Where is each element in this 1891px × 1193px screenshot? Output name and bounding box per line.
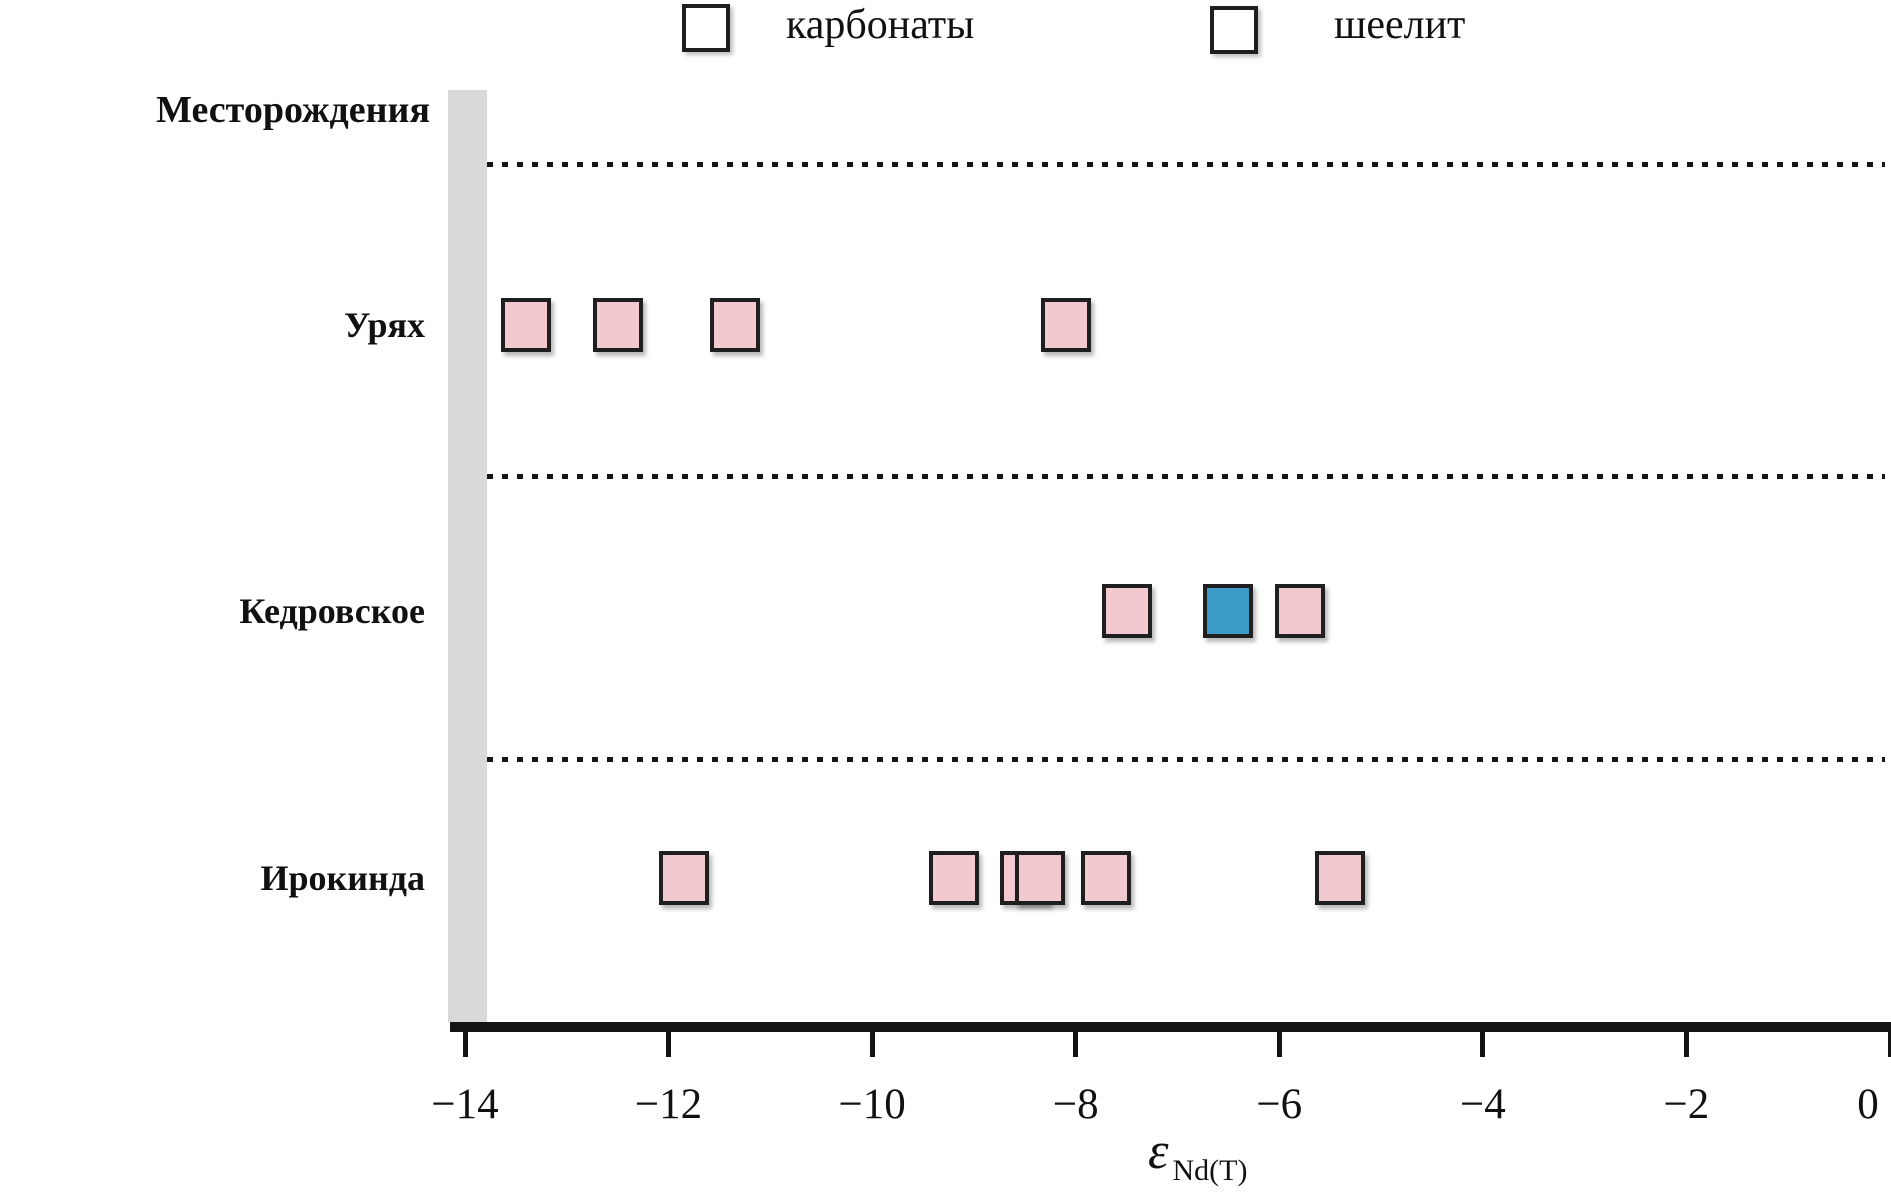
axis-tick — [1073, 1030, 1079, 1057]
row-label: Ирокинда — [260, 858, 425, 898]
row-label: Урях — [344, 305, 425, 345]
axis-tick — [1683, 1030, 1689, 1057]
axis-tick-label: 0 — [1857, 1081, 1879, 1128]
data-point-carbonate — [658, 851, 709, 905]
data-point-carbonate — [928, 851, 979, 905]
row-label: Кедровское — [239, 591, 425, 631]
carbonates-swatch-icon — [682, 4, 730, 52]
axis-tick — [462, 1030, 468, 1057]
row-separator — [487, 474, 1885, 479]
data-point-carbonate — [709, 298, 760, 352]
axis-tick-label: −6 — [1256, 1081, 1303, 1128]
data-point-scheelite — [1203, 584, 1254, 638]
axis-tick — [1276, 1030, 1282, 1057]
axis-tick-label: −4 — [1459, 1081, 1506, 1128]
data-point-carbonate — [1081, 851, 1132, 905]
axis-tick — [1480, 1030, 1486, 1057]
axis-tick-label: −12 — [634, 1081, 703, 1128]
epsilon-symbol: ε — [1148, 1123, 1169, 1180]
data-point-carbonate — [1274, 584, 1325, 638]
axis-tick — [1887, 1030, 1891, 1057]
x-axis-line — [450, 1022, 1891, 1032]
axis-tick-label: −14 — [431, 1081, 499, 1128]
y-axis-title: Месторождения — [156, 89, 430, 131]
data-point-carbonate — [501, 298, 552, 352]
axis-tick-label: −8 — [1052, 1081, 1099, 1128]
axis-tick-label: −10 — [838, 1081, 906, 1128]
data-point-carbonate — [1040, 298, 1091, 352]
data-point-carbonate — [1015, 851, 1066, 905]
row-separator — [487, 757, 1885, 762]
axis-tick — [869, 1030, 875, 1057]
x-axis-title: ε Nd(T) — [1148, 1122, 1247, 1187]
axis-tick — [666, 1030, 672, 1057]
legend-label-scheelite: шеелит — [1334, 2, 1466, 48]
data-point-carbonate — [592, 298, 643, 352]
data-point-carbonate — [1101, 584, 1152, 638]
epsilon-subscript: Nd(T) — [1172, 1154, 1248, 1187]
row-separator — [487, 162, 1885, 167]
legend-label-carbonates: карбонаты — [786, 2, 975, 48]
axis-tick-label: −2 — [1663, 1081, 1710, 1128]
data-point-carbonate — [1315, 851, 1366, 905]
y-axis-band — [448, 90, 487, 1022]
scheelite-swatch-icon — [1210, 6, 1258, 54]
